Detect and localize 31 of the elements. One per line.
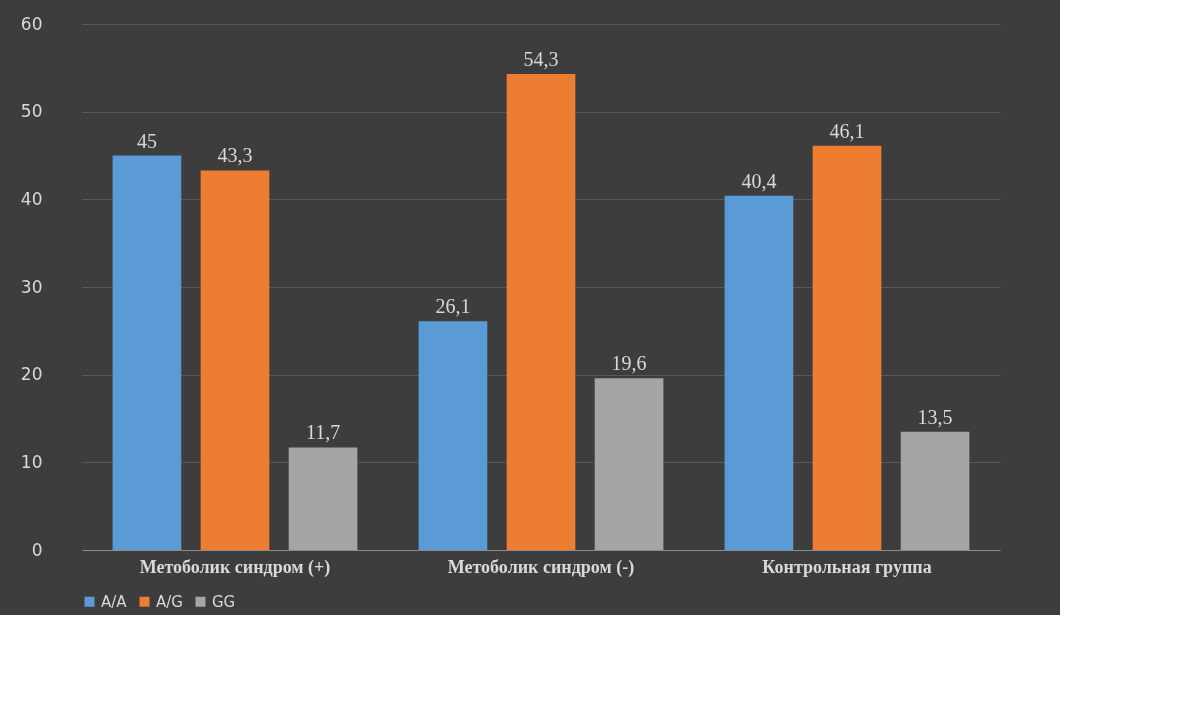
bar: [112, 155, 182, 550]
x-tick-label: Метоболик синдром (-): [447, 556, 635, 578]
legend-label: A/A: [101, 592, 128, 611]
legend-label: GG: [212, 592, 236, 611]
bar: [506, 73, 576, 550]
y-tick-label: 10: [20, 451, 43, 472]
bar: [900, 431, 970, 550]
x-tick-label: Контрольная группа: [762, 556, 932, 577]
data-label: 11,7: [305, 421, 341, 444]
legend-label: A/G: [156, 592, 183, 611]
y-tick-label: 20: [20, 364, 43, 385]
data-label: 26,1: [435, 295, 471, 318]
data-label: 13,5: [917, 405, 953, 428]
bar: [724, 195, 794, 550]
bar: [200, 170, 270, 550]
bar: [812, 145, 882, 550]
y-tick-label: 50: [20, 101, 43, 122]
y-tick-label: 40: [20, 188, 43, 209]
bar: [594, 378, 664, 550]
data-label: 43,3: [217, 144, 253, 167]
y-tick-label: 0: [31, 539, 43, 560]
data-label: 45: [136, 129, 157, 152]
x-tick-label: Метоболик синдром (+): [139, 556, 331, 578]
data-label: 54,3: [523, 47, 559, 70]
y-tick-label: 60: [20, 13, 43, 34]
bar: [288, 447, 358, 550]
y-tick-label: 30: [20, 276, 43, 297]
data-label: 46,1: [829, 119, 865, 142]
data-label: 19,6: [611, 352, 647, 375]
data-label: 40,4: [741, 169, 777, 192]
bar: [418, 321, 488, 550]
